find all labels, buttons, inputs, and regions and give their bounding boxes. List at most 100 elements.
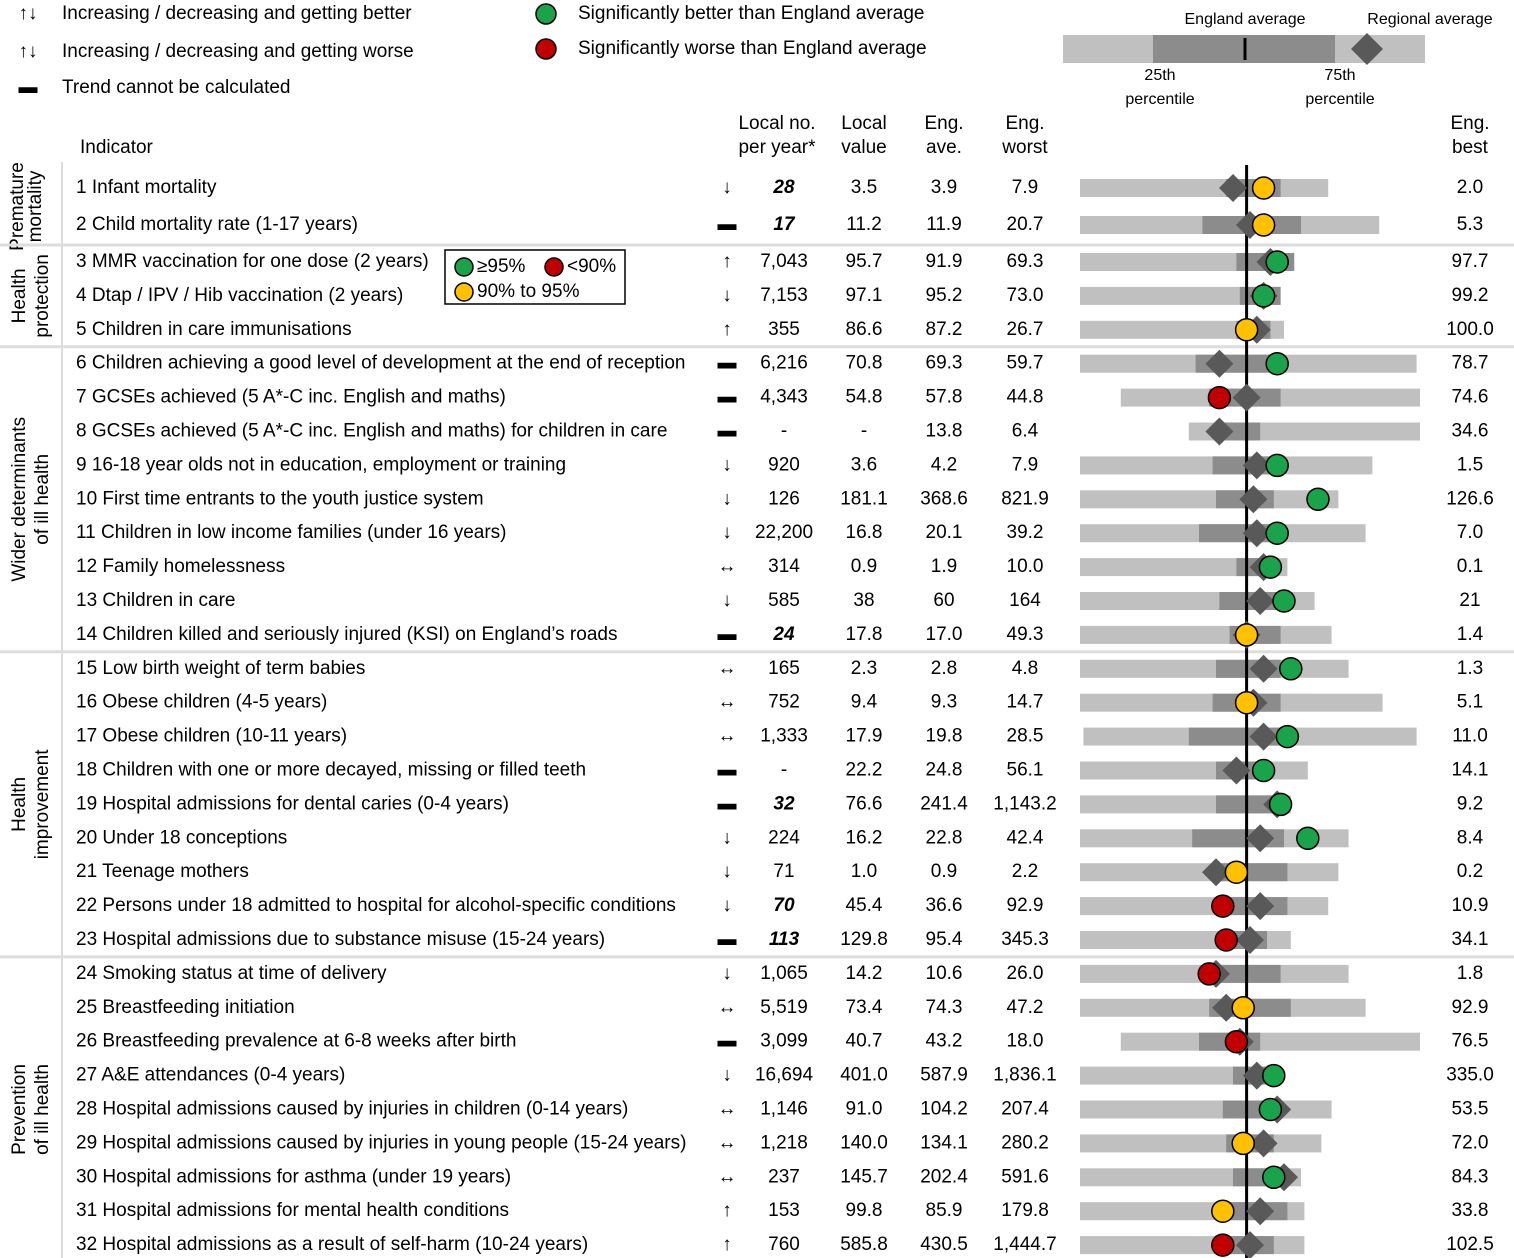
local-number: 28 <box>772 177 795 198</box>
table-value: 1,836.1 <box>993 1065 1056 1086</box>
trend-arrow: ↓ <box>722 827 732 848</box>
indicator-name: 17 Obese children (10-11 years) <box>76 726 347 747</box>
inset-dot <box>544 257 564 277</box>
table-value: 280.2 <box>1001 1132 1049 1153</box>
regional-marker <box>1246 892 1275 921</box>
indicator-name: 7 GCSEs achieved (5 A*-C inc. English an… <box>76 387 506 408</box>
regional-marker <box>1205 349 1234 378</box>
table-value: 368.6 <box>920 488 968 509</box>
indicator-name: 15 Low birth weight of term babies <box>76 658 365 679</box>
regional-marker <box>1242 519 1271 548</box>
spine-range <box>1080 286 1281 305</box>
table-value: 34.1 <box>1452 929 1489 950</box>
table-value: 54.8 <box>846 387 883 408</box>
inset-dot <box>454 257 474 277</box>
table-value: 585.8 <box>840 1234 888 1255</box>
table-value: 7.0 <box>1457 522 1483 543</box>
group-label: of ill health <box>32 1064 53 1155</box>
table-value: 9.4 <box>851 692 878 713</box>
local-marker <box>1262 1063 1286 1088</box>
trend-arrow: ▬ <box>718 387 737 408</box>
table-value: 1.4 <box>1457 624 1484 645</box>
regional-marker <box>1242 1061 1271 1090</box>
table-value: 1,444.7 <box>993 1234 1056 1255</box>
header-label: Eng. <box>924 113 963 134</box>
indicator-name: 8 GCSEs achieved (5 A*-C inc. English an… <box>76 421 667 442</box>
table-value: 95.7 <box>846 251 883 272</box>
local-marker <box>1268 792 1293 817</box>
regional-marker <box>1249 654 1278 683</box>
table-value: 57.8 <box>926 387 963 408</box>
local-marker <box>1251 213 1276 237</box>
table-value: 73.0 <box>1007 285 1044 306</box>
table-value: 126.6 <box>1446 488 1494 509</box>
table-value: 10.0 <box>1007 556 1044 577</box>
trend-arrow: ↓ <box>722 522 732 543</box>
marker-legend-label: Significantly better than England averag… <box>578 3 924 24</box>
local-number: 1,065 <box>760 963 808 984</box>
indicator-name: 28 Hospital admissions caused by injurie… <box>76 1099 628 1120</box>
table-value: 74.3 <box>926 997 963 1018</box>
spine-range <box>1080 897 1329 916</box>
regional-marker <box>1222 756 1251 785</box>
table-value: 86.6 <box>846 319 883 340</box>
table-value: 587.9 <box>920 1065 968 1086</box>
table-value: 0.2 <box>1457 861 1483 882</box>
table-value: 56.1 <box>1007 760 1044 781</box>
trend-arrow: ▬ <box>718 793 737 814</box>
table-value: 38 <box>853 590 874 611</box>
spine-legend-label: Regional average <box>1367 11 1493 28</box>
trend-arrow: ↓ <box>722 285 732 306</box>
spine-range <box>1080 179 1329 197</box>
local-number: 70 <box>773 895 795 916</box>
spine-legend-label: percentile <box>1125 91 1194 108</box>
table-value: 5.1 <box>1457 692 1483 713</box>
table-value: 70.8 <box>846 353 883 374</box>
header-label: Local no. <box>738 113 815 134</box>
trend-arrow: ↓ <box>722 1065 732 1086</box>
table-value: 95.2 <box>926 285 963 306</box>
indicator-name: 11 Children in low income families (unde… <box>76 522 507 543</box>
local-marker <box>1231 1131 1255 1156</box>
spine-range <box>1080 625 1332 644</box>
group-label: improvement <box>32 749 53 860</box>
table-value: 33.8 <box>1452 1200 1489 1221</box>
spine-interquartile <box>1209 964 1281 983</box>
table-value: 78.7 <box>1452 353 1489 374</box>
table-value: 202.4 <box>920 1166 968 1187</box>
trend-arrow: ↔ <box>718 692 737 713</box>
table-value: 24.8 <box>926 760 963 781</box>
trend-arrow: ↔ <box>718 726 737 747</box>
indicator-name: 16 Obese children (4-5 years) <box>76 692 327 713</box>
trend-arrow: ▬ <box>718 1031 737 1052</box>
trend-arrow: ▬ <box>718 624 737 645</box>
table-value: 21 <box>1459 590 1480 611</box>
trend-arrow: ↓ <box>722 895 732 916</box>
local-marker <box>1279 657 1303 681</box>
local-marker <box>1197 962 1221 986</box>
trend-arrow: ↔ <box>718 1166 737 1187</box>
table-value: 5.3 <box>1457 214 1483 235</box>
indicator-name: 22 Persons under 18 admitted to hospital… <box>76 895 676 916</box>
regional-marker <box>1232 383 1261 412</box>
table-value: 0.9 <box>851 556 877 577</box>
regional-marker <box>1242 451 1271 480</box>
local-number: 5,519 <box>760 997 808 1018</box>
indicator-name: 3 MMR vaccination for one dose (2 years) <box>76 251 429 272</box>
table-value: 84.3 <box>1452 1166 1489 1187</box>
table-value: 2.0 <box>1457 177 1483 198</box>
table-value: 335.0 <box>1446 1065 1494 1086</box>
local-number: 920 <box>768 454 800 475</box>
header-label: Indicator <box>80 137 154 158</box>
table-value: 72.0 <box>1452 1132 1489 1153</box>
table-value: 4.8 <box>1012 658 1038 679</box>
local-marker <box>1211 894 1235 918</box>
local-marker <box>1211 1199 1235 1223</box>
trend-arrow: ↓ <box>722 963 732 984</box>
local-marker <box>1265 351 1289 376</box>
table-value: 69.3 <box>926 353 963 374</box>
table-value: 59.7 <box>1007 353 1044 374</box>
local-marker <box>1265 521 1289 545</box>
table-value: 42.4 <box>1007 827 1044 848</box>
table-value: 0.1 <box>1457 556 1483 577</box>
